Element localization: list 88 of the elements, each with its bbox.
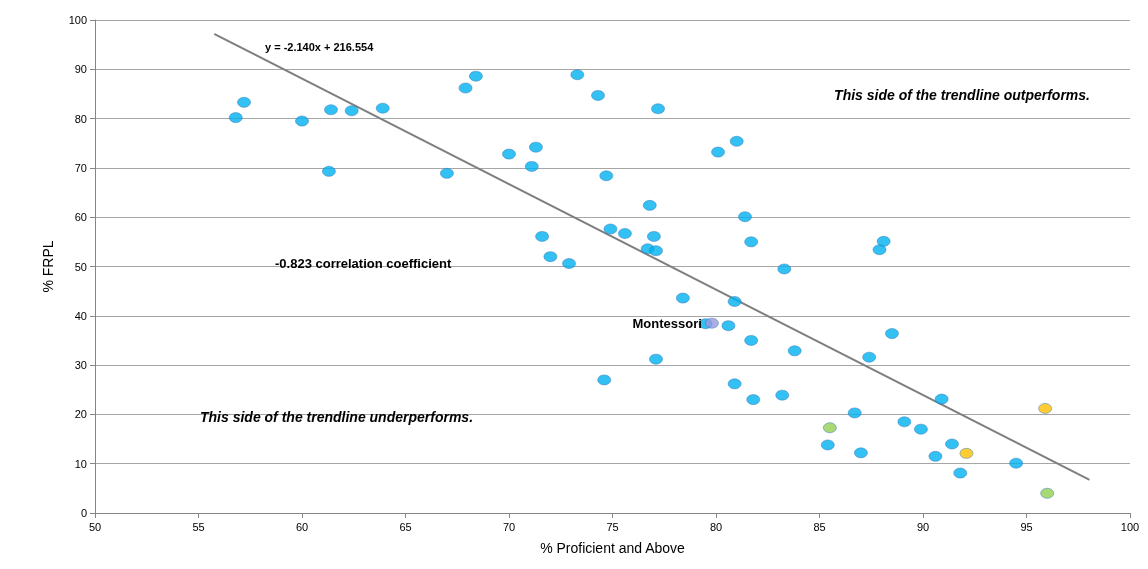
point xyxy=(570,69,585,81)
annotation: -0.823 correlation coefficient xyxy=(275,255,452,271)
y-axis-title: % FRPL xyxy=(40,240,56,293)
point xyxy=(1009,457,1023,469)
point xyxy=(820,439,835,451)
point xyxy=(862,351,876,363)
point xyxy=(237,97,251,108)
annotation: Montessori xyxy=(632,315,702,331)
point xyxy=(651,103,665,115)
x-tick-label: 80 xyxy=(709,520,723,533)
point xyxy=(295,115,309,127)
x-axis-title: % Proficient and Above xyxy=(540,540,686,556)
point xyxy=(823,422,837,434)
point xyxy=(618,228,632,239)
x-tick-label: 60 xyxy=(295,520,309,533)
y-tick-label: 100 xyxy=(68,14,87,26)
point xyxy=(744,335,758,346)
point xyxy=(1038,403,1052,414)
point xyxy=(649,245,663,257)
point xyxy=(440,168,454,179)
x-tick-label: 100 xyxy=(1120,520,1140,533)
y-tick-label: 20 xyxy=(74,408,87,421)
point xyxy=(647,231,661,242)
point xyxy=(562,258,576,269)
point xyxy=(787,345,802,357)
x-tick-label: 85 xyxy=(813,520,826,533)
point xyxy=(324,104,338,116)
point xyxy=(642,200,657,211)
y-tick-label: 10 xyxy=(74,457,87,470)
point xyxy=(744,236,758,248)
point xyxy=(897,416,912,428)
point xyxy=(543,251,558,262)
y-tick-label: 0 xyxy=(80,507,87,519)
x-tick-label: 95 xyxy=(1020,520,1033,533)
point xyxy=(953,467,968,479)
point xyxy=(375,102,390,114)
point xyxy=(597,374,612,386)
y-tick-label: 30 xyxy=(74,359,87,372)
annotation: y = -2.140x + 216.554 xyxy=(265,41,375,53)
point xyxy=(876,236,891,247)
point xyxy=(959,448,974,459)
point xyxy=(729,135,744,147)
point xyxy=(775,389,790,401)
point xyxy=(529,141,543,153)
point xyxy=(738,211,752,222)
y-tick-label: 40 xyxy=(74,309,87,322)
point xyxy=(872,244,887,256)
point xyxy=(603,223,618,235)
point xyxy=(502,148,516,160)
point xyxy=(934,393,949,405)
point xyxy=(591,90,605,101)
x-tick-label: 65 xyxy=(399,520,412,533)
point xyxy=(914,423,928,435)
point xyxy=(705,317,719,329)
point xyxy=(344,105,359,117)
point xyxy=(1040,487,1054,499)
x-tick-label: 50 xyxy=(88,520,102,533)
point xyxy=(535,231,549,242)
point xyxy=(721,320,736,331)
point xyxy=(945,438,959,450)
point xyxy=(727,378,742,390)
point xyxy=(928,451,943,462)
point xyxy=(777,263,792,275)
point xyxy=(458,82,473,94)
annotation: This side of the trendline underperforms. xyxy=(200,409,474,425)
point xyxy=(322,166,336,177)
point xyxy=(228,112,243,123)
y-tick-label: 70 xyxy=(74,161,87,174)
point xyxy=(469,70,483,82)
point xyxy=(599,170,614,182)
x-tick-label: 75 xyxy=(606,520,619,533)
annotation: This side of the trendline outperforms. xyxy=(834,87,1090,103)
point xyxy=(885,328,899,339)
point xyxy=(711,146,725,158)
y-tick-label: 60 xyxy=(74,211,87,224)
x-tick-label: 55 xyxy=(192,520,205,533)
point xyxy=(727,296,742,307)
y-tick-label: 90 xyxy=(74,63,87,76)
x-tick-label: 70 xyxy=(502,520,516,533)
point xyxy=(649,353,663,365)
y-tick-label: 50 xyxy=(74,260,87,273)
x-tick-label: 90 xyxy=(916,520,930,533)
point xyxy=(854,447,868,459)
point xyxy=(847,407,862,419)
point xyxy=(676,292,690,304)
y-tick-label: 80 xyxy=(74,112,87,125)
point xyxy=(746,394,761,405)
point xyxy=(524,161,539,172)
